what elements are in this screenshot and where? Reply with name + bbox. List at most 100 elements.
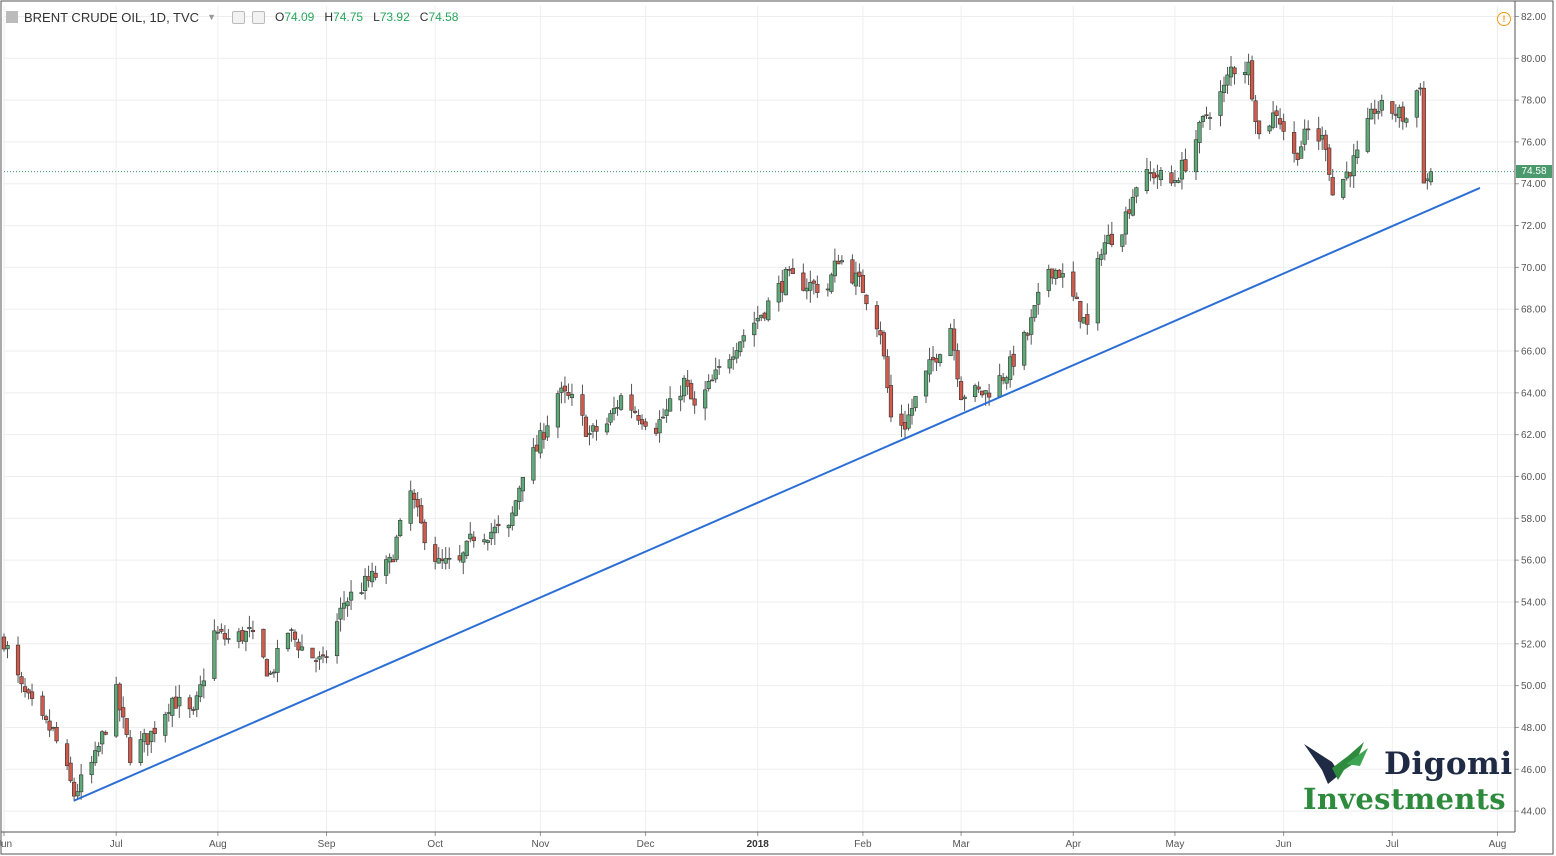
candle-body	[706, 381, 711, 390]
candle-body	[520, 476, 525, 492]
x-tick-label: Oct	[427, 839, 443, 850]
y-tick-label: 64.00	[1521, 388, 1546, 399]
candle-body	[1306, 128, 1311, 131]
hide-icon[interactable]	[251, 10, 265, 24]
candle-body	[1376, 110, 1381, 114]
candle-body	[734, 350, 739, 359]
candle-body	[569, 394, 575, 398]
candle-body	[54, 726, 59, 742]
y-tick-label: 48.00	[1521, 723, 1546, 734]
candle-body	[955, 350, 960, 380]
candle-body	[419, 505, 424, 524]
candle-body	[75, 791, 80, 797]
candle-body	[1123, 211, 1128, 235]
candle-body	[226, 638, 231, 640]
candle-body	[888, 385, 894, 418]
warning-icon[interactable]: !	[1497, 12, 1511, 26]
candle-body	[422, 521, 427, 544]
candle-body	[324, 656, 329, 658]
candle-body	[447, 557, 452, 560]
candle-body	[878, 330, 883, 336]
candle-body	[1425, 178, 1430, 181]
candle-body	[173, 696, 178, 709]
candle-body	[19, 676, 24, 685]
y-tick-label: 74.00	[1521, 179, 1546, 190]
x-tick-label: Jun	[1276, 839, 1292, 850]
candle-body	[962, 396, 967, 399]
chart-toggle-icon[interactable]	[6, 11, 18, 23]
y-tick-label: 78.00	[1521, 96, 1546, 107]
candle-body	[643, 421, 648, 427]
candle-body	[632, 410, 638, 413]
candle-body	[731, 356, 736, 360]
candle-body	[1348, 172, 1353, 177]
candle-body	[489, 531, 494, 540]
candle-body	[594, 426, 599, 432]
candle-body	[1295, 152, 1300, 160]
y-tick-label: 52.00	[1521, 639, 1546, 650]
candle-body	[1172, 180, 1178, 183]
candle-body	[682, 377, 687, 397]
chevron-down-icon[interactable]: ▼	[207, 12, 216, 22]
high-label: H	[324, 10, 334, 24]
candle-body	[1155, 174, 1160, 178]
candle-body	[1120, 234, 1125, 247]
candle-body	[219, 629, 224, 632]
low-value: 73.92	[379, 10, 410, 24]
candle-body	[930, 357, 936, 361]
candle-body	[541, 432, 546, 440]
candle-body	[496, 523, 501, 527]
candle-body	[440, 558, 445, 562]
candle-body	[1106, 234, 1111, 245]
candle-body	[790, 268, 795, 274]
logo-text-digomi: Digomi	[1384, 746, 1513, 782]
candle-body	[1281, 121, 1286, 132]
candle-body	[703, 389, 708, 409]
candle-body	[727, 359, 732, 369]
candle-body	[408, 490, 413, 524]
candle-body	[545, 425, 550, 438]
candle-body	[464, 540, 469, 556]
candle-body	[850, 259, 855, 284]
y-tick-label: 54.00	[1521, 597, 1546, 608]
candle-body	[40, 695, 45, 716]
candle-body	[145, 733, 150, 745]
candle-body	[766, 300, 771, 321]
candle-body	[1246, 61, 1251, 76]
candle-body	[759, 314, 764, 318]
candle-body	[534, 444, 539, 452]
y-tick-label: 76.00	[1521, 137, 1546, 148]
y-tick-label: 62.00	[1521, 430, 1546, 441]
x-tick-label: Aug	[1489, 839, 1507, 850]
candle-body	[639, 419, 645, 425]
candle-body	[815, 283, 820, 293]
trendline	[73, 187, 1481, 802]
candle-body	[398, 520, 403, 537]
candle-body	[1221, 84, 1227, 93]
candle-body	[1176, 180, 1181, 183]
candle-body	[1085, 314, 1090, 325]
candle-body	[1032, 305, 1037, 318]
candle-body	[1341, 179, 1346, 198]
candle-body	[1414, 90, 1419, 118]
candle-body	[1193, 139, 1199, 173]
candle-body	[1390, 101, 1395, 114]
candle-body	[482, 539, 487, 543]
candle-body	[825, 288, 830, 291]
candle-body	[1081, 317, 1086, 324]
candle-body	[531, 447, 536, 481]
settings-icon[interactable]	[231, 10, 245, 24]
candle-body	[1428, 171, 1433, 183]
candle-body	[1302, 128, 1307, 145]
candle-body	[689, 383, 694, 400]
candle-body	[1204, 114, 1209, 117]
candle-body	[1344, 171, 1349, 179]
candle-body	[1169, 172, 1174, 184]
candle-body	[5, 645, 10, 650]
candle-body	[587, 432, 592, 435]
candle-body	[836, 260, 841, 265]
candle-body	[1207, 117, 1213, 119]
candle-body	[152, 727, 157, 734]
candle-body	[47, 720, 52, 731]
